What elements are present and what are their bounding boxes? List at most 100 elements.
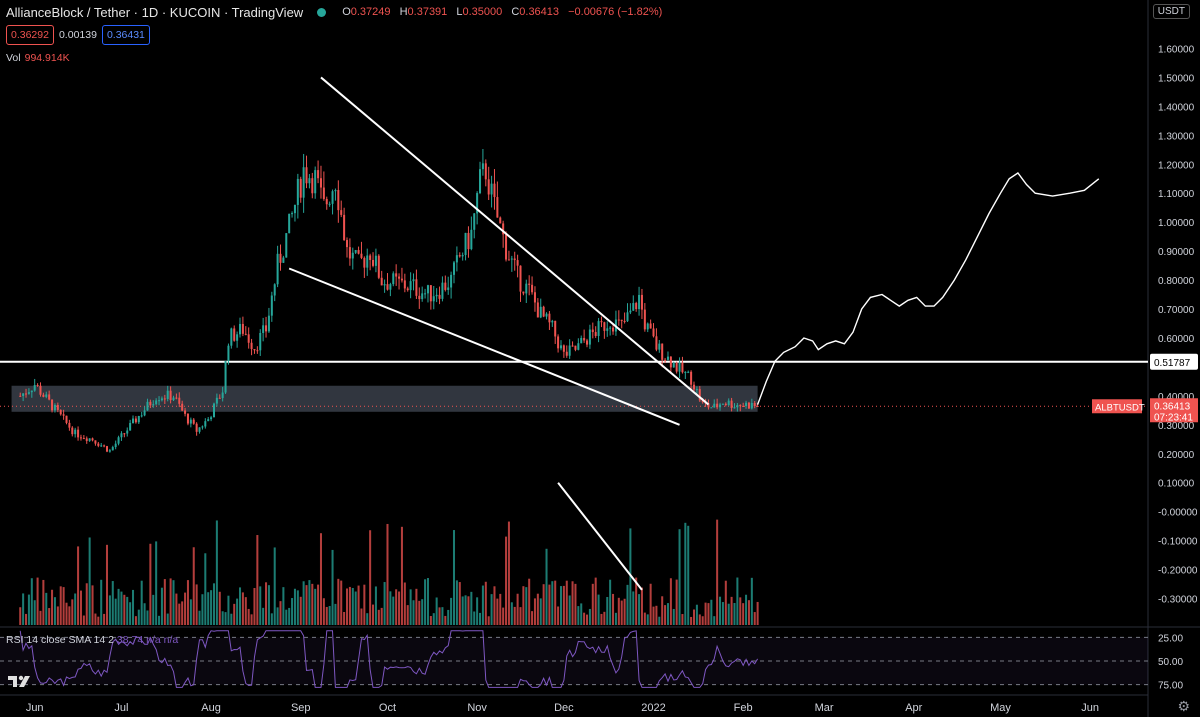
candle [340,210,343,215]
volume-bar [259,586,262,625]
y-tick-label: 1.30000 [1158,131,1195,142]
candle [756,406,759,408]
volume-bar [218,591,221,625]
candle [661,343,664,360]
candle [730,400,733,408]
candle [412,279,415,282]
gear-icon[interactable]: ⚙ [1177,698,1190,714]
rsi-legend[interactable]: RSI 14 close SMA 14 2 38.74 n/a n/a [6,634,179,646]
candle [77,429,80,438]
rsi-line [19,630,759,688]
candle [247,334,250,343]
candle [392,273,395,285]
volume-bar [487,616,490,625]
x-tick-label: 2022 [641,702,665,714]
volume-bar [143,603,146,625]
volume-bar [664,605,667,625]
candle [65,415,68,423]
candle [502,223,505,235]
candle [45,394,48,397]
candle [345,240,349,248]
ohlc-readout: O0.37249 H0.37391 L0.35000 C0.36413 −0.0… [342,6,663,18]
volume-bar [322,598,325,625]
candle [646,323,649,330]
volume-bar [502,607,505,625]
volume-bar [152,594,155,625]
candle [134,418,137,423]
candle [432,296,435,302]
volume-bar [672,608,675,625]
candle [400,278,403,281]
candle [68,422,71,428]
y-tick-label: -0.00000 [1158,508,1198,519]
trendline-upper [320,76,710,406]
volume-bar [265,582,268,625]
trendline-volume-trend [557,482,643,591]
candle [39,385,42,395]
candle [291,213,294,215]
tradingview-logo-icon[interactable] [6,672,32,690]
symbol-title[interactable]: AllianceBlock / Tether · 1D · KUCOIN · T… [6,4,304,20]
candle [155,400,158,405]
volume-bar [510,602,513,625]
candle [244,333,247,335]
candle [374,255,377,266]
buy-button[interactable]: 0.36431 [101,25,150,45]
candle [470,229,473,250]
candle [178,397,181,404]
volume-bar [360,608,363,625]
volume-bar [753,612,756,625]
symbol-price-tag [1092,399,1142,414]
candle [120,433,123,438]
volume-bar [496,598,499,625]
candle [328,203,331,205]
volume-bar [120,591,123,625]
candle [415,279,418,296]
volume-bar [704,602,707,625]
volume-bar [455,580,458,625]
candle [559,345,562,349]
volume-bar [53,597,56,625]
volume-bar [597,594,600,625]
candle [594,332,597,336]
candle [348,247,351,259]
volume-bar [155,541,158,625]
volume-bar [314,588,317,625]
volume-bar [522,586,525,625]
candle [100,445,103,447]
candle [288,213,291,234]
candle [455,255,458,263]
volume-bar [111,581,114,625]
candle [450,274,453,288]
candle [111,447,114,451]
volume-bar [707,603,710,625]
candle [74,429,77,435]
candle [314,170,317,194]
volume-bar [319,533,322,625]
candle [383,284,386,286]
volume-bar [262,607,265,625]
sell-button[interactable]: 0.36292 [6,25,54,45]
volume-bar [343,612,346,625]
candle [473,213,476,230]
volume-bar [273,547,276,625]
candle [666,356,669,360]
volume-legend[interactable]: Vol 994.914K [6,52,70,64]
x-tick-label: Aug [201,702,221,714]
volume-bar [250,614,253,625]
candle [273,284,276,296]
candle [695,389,698,391]
candle [493,183,496,198]
candle [279,253,282,263]
candle [53,404,56,411]
candle [403,280,406,289]
volume-bar [244,597,247,625]
volume-bar [85,583,88,625]
currency-select[interactable]: USDT [1152,4,1190,19]
volume-bar [606,597,609,625]
x-tick-label: Oct [379,702,396,714]
volume-bar [724,580,727,625]
close-value: 0.36413 [519,6,560,18]
volume-bar [643,612,646,625]
